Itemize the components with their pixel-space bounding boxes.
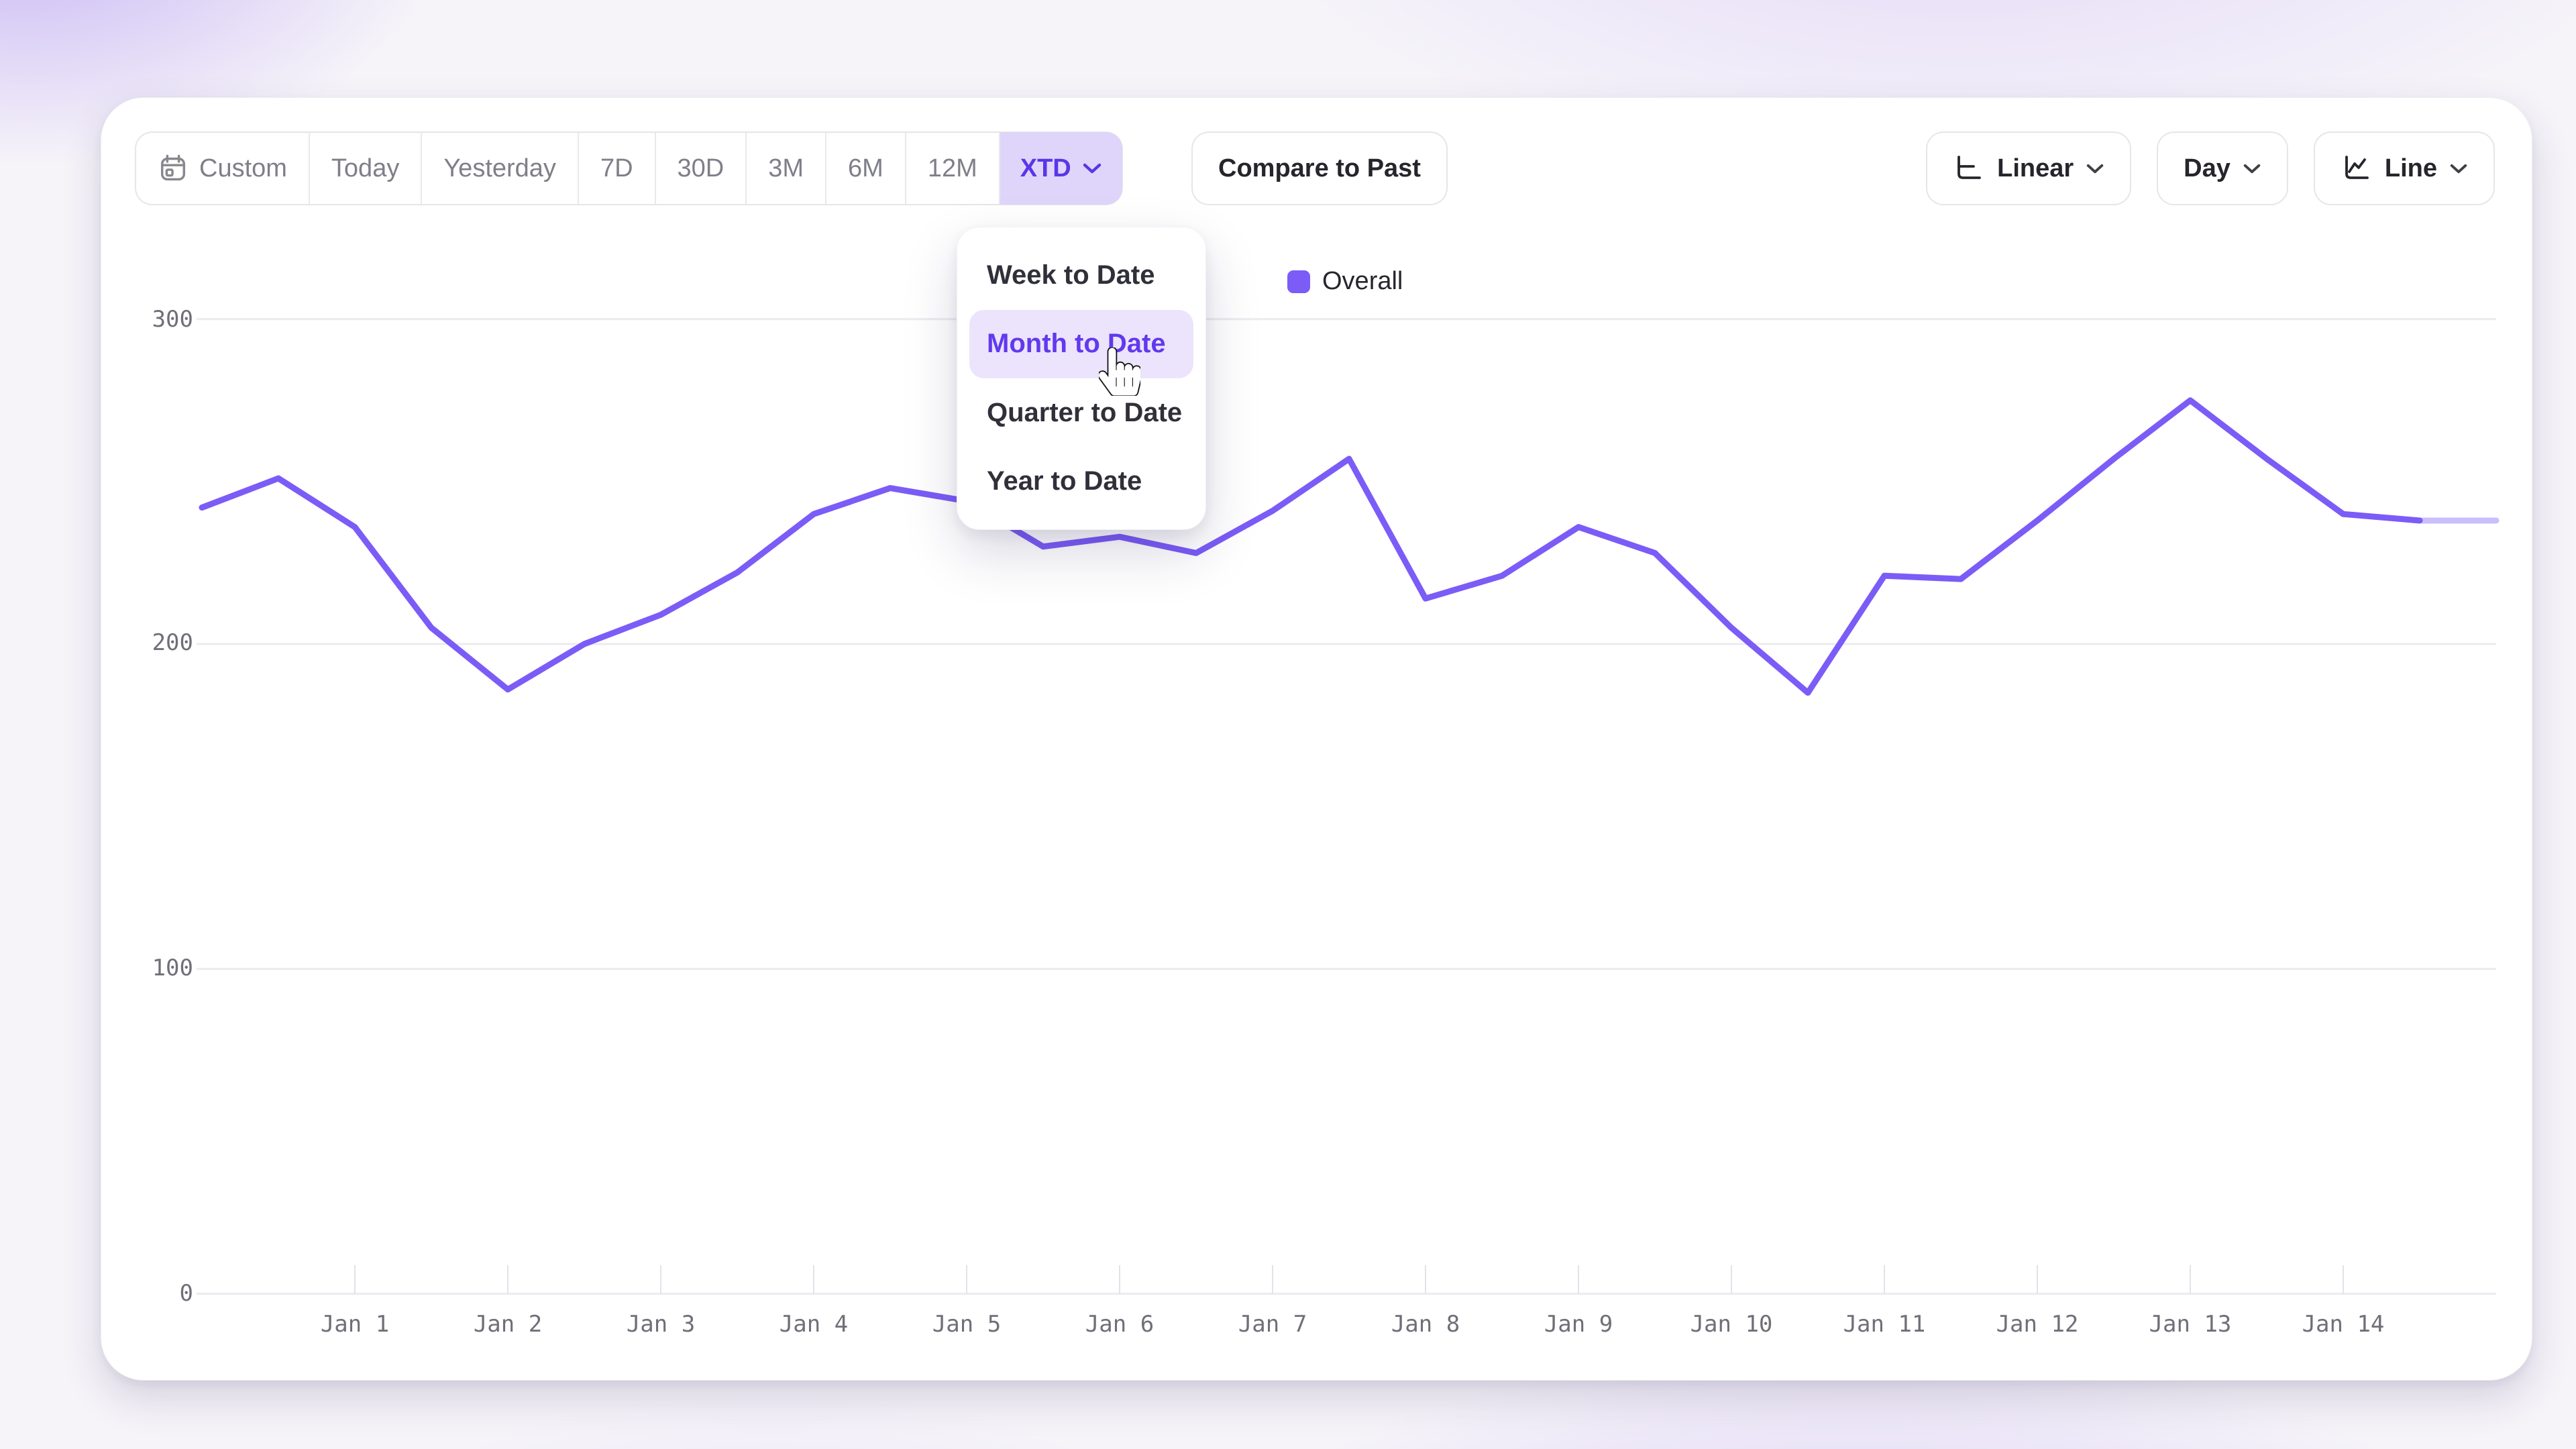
range-button-label: Custom	[199, 154, 287, 182]
x-axis-label: Jan 9	[1544, 1311, 1613, 1338]
x-axis-label: Jan 14	[2302, 1311, 2385, 1338]
range-button-7d[interactable]: 7D	[579, 133, 656, 204]
x-axis-label: Jan 3	[626, 1311, 696, 1338]
range-button-xtd[interactable]: XTD	[1000, 132, 1122, 205]
legend-label: Overall	[1322, 267, 1403, 295]
range-button-yesterday[interactable]: Yesterday	[422, 133, 579, 204]
menu-item-month-to-date[interactable]: Month to Date	[969, 309, 1193, 378]
chart-canvas[interactable]	[101, 98, 2533, 1381]
chart-type-select[interactable]: Line	[2313, 131, 2495, 205]
y-axis-label: 100	[152, 955, 193, 981]
x-axis-label: Jan 7	[1238, 1311, 1307, 1338]
menu-item-week-to-date[interactable]: Week to Date	[987, 260, 1155, 290]
menu-item-quarter-to-date[interactable]: Quarter to Date	[987, 397, 1183, 427]
range-button-30d[interactable]: 30D	[656, 133, 747, 204]
x-axis-label: Jan 13	[2149, 1311, 2232, 1338]
chart-card: Custom Today Yesterday 7D 30D 3M 6M 12M …	[101, 97, 2532, 1381]
x-axis-label: Jan 4	[779, 1311, 849, 1338]
calendar-icon	[158, 153, 189, 184]
range-button-12m[interactable]: 12M	[906, 133, 1000, 204]
x-axis-label: Jan 10	[1690, 1311, 1773, 1338]
y-axis-label: 0	[179, 1280, 193, 1307]
x-axis-label: Jan 11	[1843, 1311, 1926, 1338]
range-button-6m[interactable]: 6M	[826, 133, 906, 204]
axis-scale-icon	[1953, 152, 1985, 184]
y-axis-label: 200	[152, 629, 193, 656]
range-button-today[interactable]: Today	[310, 133, 423, 204]
x-axis-label: Jan 8	[1391, 1311, 1460, 1338]
date-range-group: Custom Today Yesterday 7D 30D 3M 6M 12M …	[135, 131, 1123, 205]
chevron-down-icon	[2243, 163, 2261, 174]
chevron-down-icon	[2449, 163, 2468, 174]
x-axis-label: Jan 1	[320, 1311, 390, 1338]
compare-to-past-button[interactable]: Compare to Past	[1191, 131, 1448, 205]
x-axis-label: Jan 5	[932, 1311, 1002, 1338]
scale-select[interactable]: Linear	[1926, 131, 2132, 205]
chevron-down-icon	[1082, 162, 1102, 174]
x-axis-label: Jan 6	[1085, 1311, 1155, 1338]
menu-item-year-to-date[interactable]: Year to Date	[987, 466, 1142, 496]
line-chart-icon	[2341, 152, 2373, 184]
chevron-down-icon	[2086, 163, 2104, 174]
legend-swatch-overall	[1287, 270, 1310, 293]
x-axis-label: Jan 12	[1996, 1311, 2079, 1338]
range-button-3m[interactable]: 3M	[747, 133, 827, 204]
legend[interactable]: Overall	[1287, 267, 1403, 296]
y-axis-label: 300	[152, 306, 193, 333]
range-button-custom[interactable]: Custom	[136, 133, 310, 204]
xtd-dropdown-menu: Week to Date Month to Date Quarter to Da…	[957, 227, 1206, 530]
interval-select[interactable]: Day	[2157, 131, 2288, 205]
chart-controls: Linear Day Line	[1926, 131, 2495, 205]
x-axis-label: Jan 2	[473, 1311, 543, 1338]
